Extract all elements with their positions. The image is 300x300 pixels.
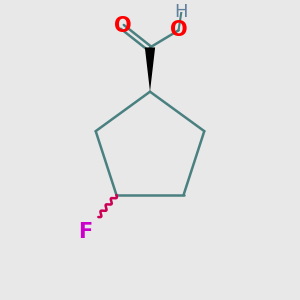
Text: O: O: [170, 20, 188, 40]
Text: H: H: [175, 3, 188, 21]
Text: F: F: [79, 222, 93, 242]
Text: O: O: [114, 16, 132, 36]
Polygon shape: [145, 47, 155, 92]
